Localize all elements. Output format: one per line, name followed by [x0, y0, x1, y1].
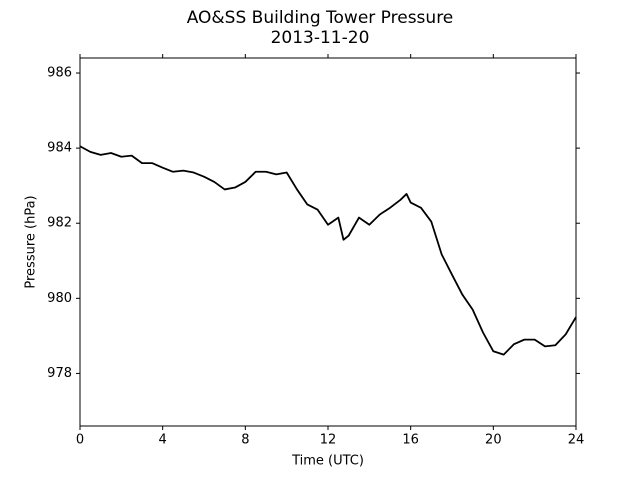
x-tick-label: 4	[159, 433, 167, 448]
x-tick-label: 20	[485, 433, 502, 448]
x-tick-label: 16	[402, 433, 419, 448]
y-tick-label: 984	[47, 141, 72, 156]
x-tick-label: 24	[568, 433, 585, 448]
y-tick-label: 978	[47, 366, 72, 381]
chart-title: AO&SS Building Tower Pressure	[187, 8, 454, 28]
x-tick-label: 0	[76, 433, 84, 448]
y-tick-label: 980	[47, 291, 72, 306]
x-tick-label: 8	[241, 433, 249, 448]
plot-frame	[79, 57, 577, 427]
chart-subtitle: 2013-11-20	[271, 28, 370, 48]
data-line	[79, 145, 577, 356]
y-axis-label: Pressure (hPa)	[24, 195, 39, 288]
x-tick-label: 12	[320, 433, 337, 448]
x-axis-label: Time (UTC)	[291, 454, 364, 469]
y-tick-label: 982	[47, 216, 72, 231]
y-tick-label: 986	[47, 66, 72, 81]
